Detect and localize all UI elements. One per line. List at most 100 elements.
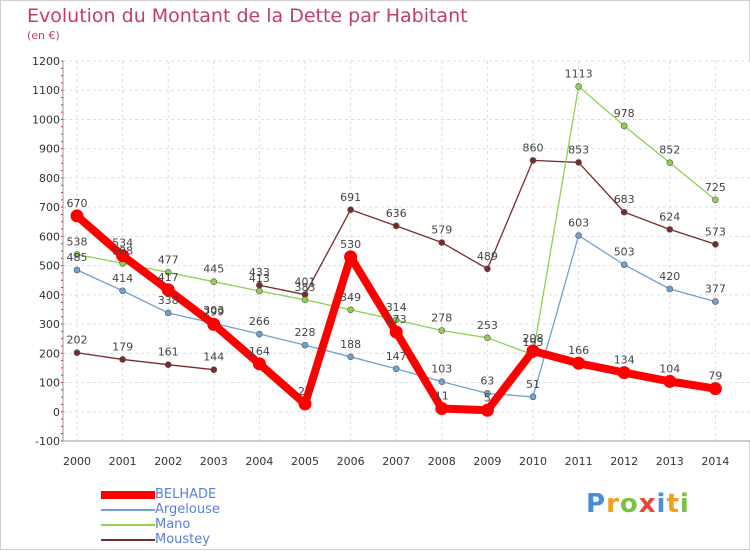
moustey-data-label: 401 bbox=[295, 276, 316, 289]
belhade-series-point bbox=[161, 283, 175, 297]
argelouse-series-point bbox=[712, 298, 719, 305]
belhade-series-point bbox=[389, 325, 403, 339]
belhade-data-label: 27 bbox=[298, 385, 312, 398]
argelouse-data-label: 103 bbox=[431, 363, 452, 376]
moustey-series-point bbox=[210, 366, 218, 373]
moustey-series-point bbox=[620, 208, 628, 216]
moustey-data-label: 636 bbox=[386, 207, 407, 220]
argelouse-data-label: 338 bbox=[158, 294, 179, 307]
moustey-series-point bbox=[119, 356, 126, 363]
belhade-data-label: 530 bbox=[340, 238, 361, 251]
moustey-series-point bbox=[73, 349, 81, 357]
mano-series-point bbox=[575, 83, 582, 90]
belhade-series-point bbox=[298, 397, 312, 411]
mano-data-label: 477 bbox=[158, 253, 179, 266]
x-tick-label: 2009 bbox=[473, 455, 501, 468]
belhade-series-point bbox=[572, 356, 586, 370]
moustey-series-point bbox=[392, 222, 400, 230]
legend-swatch bbox=[101, 523, 155, 526]
legend-item-moustey: Moustey bbox=[101, 532, 220, 547]
belhade-data-label: 79 bbox=[708, 370, 722, 383]
belhade-data-label: 104 bbox=[659, 362, 680, 375]
moustey-data-label: 691 bbox=[340, 191, 361, 204]
mano-data-label: 538 bbox=[67, 236, 88, 249]
y-tick-label: 800 bbox=[39, 172, 60, 185]
x-tick-label: 2014 bbox=[701, 455, 729, 468]
y-tick-label: 300 bbox=[39, 318, 60, 331]
moustey-series-point bbox=[529, 157, 537, 164]
belhade-data-label: 534 bbox=[112, 237, 133, 250]
argelouse-series-point bbox=[575, 232, 582, 239]
mano-series-point bbox=[301, 296, 309, 304]
belhade-data-label: 164 bbox=[249, 345, 270, 358]
moustey-series-point bbox=[484, 265, 491, 273]
legend-label: BELHADE bbox=[155, 487, 217, 502]
plot-area bbox=[63, 61, 750, 441]
x-tick-label: 2000 bbox=[63, 455, 91, 468]
argelouse-series-point bbox=[392, 365, 400, 373]
mano-series-point bbox=[164, 269, 172, 276]
mano-series-point bbox=[73, 251, 81, 258]
y-tick-label: 700 bbox=[39, 201, 60, 214]
legend-label: Argelouse bbox=[155, 502, 220, 517]
belhade-data-label: 417 bbox=[158, 271, 179, 284]
belhade-series-point bbox=[708, 382, 722, 396]
x-tick-label: 2001 bbox=[109, 455, 137, 468]
logo-letter: i bbox=[679, 489, 690, 519]
moustey-data-label: 489 bbox=[477, 250, 498, 263]
mano-series-point bbox=[712, 196, 719, 204]
moustey-data-label: 433 bbox=[249, 266, 270, 279]
legend-item-argelouse: Argelouse bbox=[101, 502, 220, 517]
argelouse-data-label: 266 bbox=[249, 315, 270, 328]
y-tick-label: 1000 bbox=[32, 113, 60, 126]
mano-data-label: 852 bbox=[659, 144, 680, 157]
argelouse-data-label: 503 bbox=[614, 246, 635, 259]
mano-data-label: 725 bbox=[705, 181, 726, 194]
x-tick-label: 2012 bbox=[610, 455, 638, 468]
y-tick-label: -100 bbox=[35, 435, 60, 448]
x-tick-label: 2004 bbox=[245, 455, 273, 468]
logo-letter: P bbox=[586, 489, 607, 519]
proxiti-logo: Proxiti bbox=[586, 489, 690, 519]
moustey-series-point bbox=[438, 239, 446, 246]
belhade-series-point bbox=[70, 209, 84, 223]
moustey-data-label: 144 bbox=[203, 351, 224, 364]
moustey-data-label: 202 bbox=[67, 334, 88, 347]
argelouse-data-label: 147 bbox=[386, 350, 407, 363]
legend-label: Mano bbox=[155, 517, 191, 532]
moustey-series-line bbox=[76, 352, 215, 371]
legend-item-mano: Mano bbox=[101, 517, 220, 532]
y-tick-label: 1100 bbox=[32, 84, 60, 97]
argelouse-series-point bbox=[666, 285, 674, 293]
y-tick-label: 0 bbox=[53, 406, 60, 419]
argelouse-series-point bbox=[301, 341, 309, 349]
x-tick-label: 2008 bbox=[428, 455, 456, 468]
belhade-data-label: 299 bbox=[203, 305, 224, 318]
argelouse-data-label: 414 bbox=[112, 272, 133, 285]
mano-data-label: 383 bbox=[295, 281, 316, 294]
mano-series-point bbox=[347, 306, 354, 314]
belhade-series-point bbox=[344, 250, 358, 264]
mano-data-label: 253 bbox=[477, 319, 498, 332]
belhade-series-point bbox=[480, 403, 494, 417]
x-tick-label: 2006 bbox=[337, 455, 365, 468]
mano-data-label: 978 bbox=[614, 107, 635, 120]
legend-item-belhade: BELHADE bbox=[101, 487, 220, 502]
chart-title: Evolution du Montant de la Dette par Hab… bbox=[27, 5, 468, 27]
argelouse-data-label: 188 bbox=[340, 338, 361, 351]
moustey-data-label: 579 bbox=[431, 224, 452, 237]
x-tick-label: 2007 bbox=[382, 455, 410, 468]
belhade-data-label: 5 bbox=[484, 391, 491, 404]
moustey-data-label: 860 bbox=[523, 141, 544, 154]
moustey-series-point bbox=[666, 226, 674, 233]
argelouse-data-label: 228 bbox=[295, 326, 316, 339]
y-tick-label: 200 bbox=[39, 347, 60, 360]
mano-series-point bbox=[438, 327, 446, 334]
argelouse-data-label: 303 bbox=[203, 304, 224, 317]
mano-data-label: 1113 bbox=[565, 67, 593, 80]
moustey-series-point bbox=[712, 240, 719, 248]
mano-data-label: 349 bbox=[340, 291, 361, 304]
belhade-series-point bbox=[435, 402, 449, 416]
